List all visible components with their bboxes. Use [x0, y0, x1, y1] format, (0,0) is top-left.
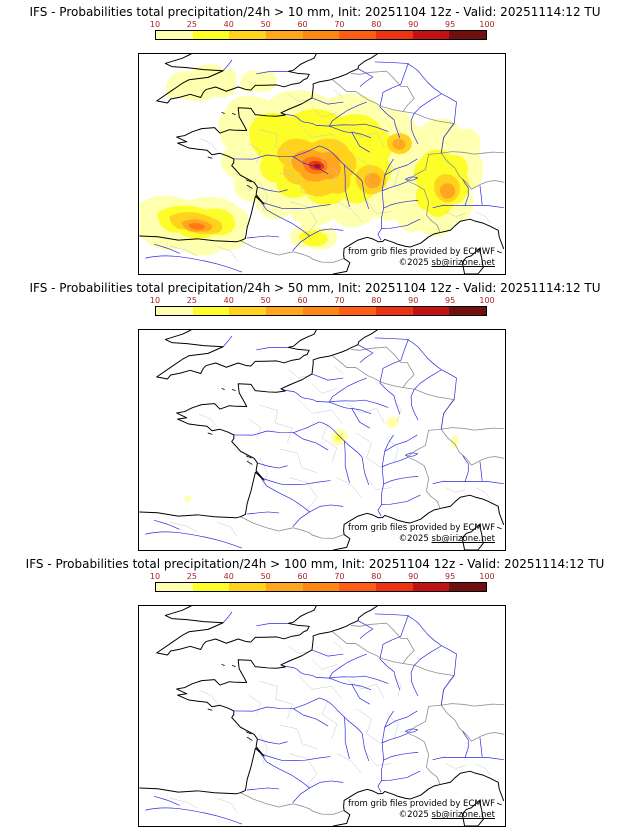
scale-color-bar: [155, 30, 487, 40]
map-title-50mm: IFS - Probabilities total precipitation/…: [29, 281, 601, 295]
scale-tick-label: 70: [334, 296, 345, 305]
scale-tick-label: 90: [408, 20, 419, 29]
credit-year: ©2025: [398, 534, 429, 544]
scale-tick-label: 50: [260, 20, 271, 29]
scale-color-segment: [156, 583, 193, 591]
scale-tick-label: 100: [479, 572, 495, 581]
credit-provider: from grib files provided by ECMWF: [348, 799, 495, 809]
probability-color-scale: 10 25 40 50 60 70 80 90 95 100: [150, 572, 495, 593]
map-50mm: from grib files provided by ECMWF ©2025 …: [138, 329, 506, 551]
probability-color-scale: 10 25 40 50 60 70 80 90 95 100: [150, 20, 495, 41]
scale-tick-label: 50: [260, 296, 271, 305]
scale-tick-label: 10: [149, 572, 161, 581]
scale-tick-label: 50: [260, 572, 271, 581]
map-100mm: from grib files provided by ECMWF ©2025 …: [138, 605, 506, 827]
credit-provider: from grib files provided by ECMWF: [348, 247, 495, 257]
scale-color-segment: [412, 583, 450, 591]
credit-year: ©2025: [398, 258, 429, 268]
scale-tick-label: 95: [445, 572, 456, 581]
scale-tick-label: 80: [371, 572, 382, 581]
map-credits: from grib files provided by ECMWF ©2025 …: [348, 799, 495, 821]
scale-tick-label: 70: [334, 20, 345, 29]
credit-email-link[interactable]: sb@irizone.net: [431, 258, 495, 268]
map-10mm: from grib files provided by ECMWF ©2025 …: [138, 53, 506, 275]
panel-precip-50mm: IFS - Probabilities total precipitation/…: [0, 276, 630, 552]
scale-tick-label: 25: [186, 296, 197, 305]
scale-color-segment: [449, 307, 487, 315]
scale-tick-label: 40: [223, 572, 234, 581]
scale-tick-label: 100: [479, 296, 495, 305]
scale-tick-label: 40: [223, 296, 234, 305]
basemap-use: [139, 330, 505, 550]
scale-color-segment: [156, 307, 193, 315]
scale-color-bar: [155, 306, 487, 316]
map-title-10mm: IFS - Probabilities total precipitation/…: [29, 5, 601, 19]
credit-copyright-line: ©2025 sb@irizone.net: [348, 534, 495, 545]
scale-color-segment: [339, 31, 377, 39]
credit-email-link[interactable]: sb@irizone.net: [431, 534, 495, 544]
scale-color-segment: [266, 583, 303, 591]
scale-color-segment: [229, 307, 267, 315]
scale-labels-row: 10 25 40 50 60 70 80 90 95 100: [150, 20, 495, 29]
scale-color-segment: [376, 31, 413, 39]
scale-tick-label: 80: [371, 296, 382, 305]
scale-tick-label: 90: [408, 572, 419, 581]
scale-tick-label: 10: [149, 296, 161, 305]
map-credits: from grib files provided by ECMWF ©2025 …: [348, 523, 495, 545]
scale-color-segment: [302, 31, 340, 39]
credit-email-link[interactable]: sb@irizone.net: [431, 810, 495, 820]
scale-tick-label: 40: [223, 20, 234, 29]
scale-color-segment: [192, 31, 230, 39]
scale-color-segment: [229, 31, 267, 39]
precipitation-overlay-10mm: [139, 64, 484, 256]
credit-year: ©2025: [398, 810, 429, 820]
scale-tick-label: 95: [445, 20, 456, 29]
map-svg-50mm: [139, 330, 505, 550]
scale-color-segment: [376, 307, 413, 315]
scale-tick-label: 60: [297, 572, 308, 581]
credit-copyright-line: ©2025 sb@irizone.net: [348, 258, 495, 269]
scale-color-segment: [412, 307, 450, 315]
scale-color-segment: [412, 31, 450, 39]
scale-color-segment: [302, 307, 340, 315]
scale-color-segment: [229, 583, 267, 591]
scale-tick-label: 70: [334, 572, 345, 581]
scale-color-segment: [339, 307, 377, 315]
map-svg-10mm: [139, 54, 505, 274]
panel-precip-10mm: IFS - Probabilities total precipitation/…: [0, 0, 630, 276]
map-svg-100mm: [139, 606, 505, 826]
scale-tick-label: 60: [297, 20, 308, 29]
scale-tick-label: 80: [371, 20, 382, 29]
precipitation-overlay-50mm: [183, 416, 459, 502]
basemap-use: [139, 606, 505, 826]
scale-tick-label: 60: [297, 296, 308, 305]
scale-color-segment: [156, 31, 193, 39]
credit-provider: from grib files provided by ECMWF: [348, 523, 495, 533]
scale-color-segment: [376, 583, 413, 591]
scale-tick-label: 25: [186, 572, 197, 581]
scale-tick-label: 90: [408, 296, 419, 305]
scale-tick-label: 25: [186, 20, 197, 29]
scale-tick-label: 100: [479, 20, 495, 29]
scale-color-segment: [449, 583, 487, 591]
scale-tick-label: 10: [149, 20, 161, 29]
scale-color-segment: [449, 31, 487, 39]
scale-labels-row: 10 25 40 50 60 70 80 90 95 100: [150, 296, 495, 305]
scale-color-segment: [302, 583, 340, 591]
probability-color-scale: 10 25 40 50 60 70 80 90 95 100: [150, 296, 495, 317]
credit-copyright-line: ©2025 sb@irizone.net: [348, 810, 495, 821]
scale-labels-row: 10 25 40 50 60 70 80 90 95 100: [150, 572, 495, 581]
scale-color-segment: [339, 583, 377, 591]
map-title-100mm: IFS - Probabilities total precipitation/…: [25, 557, 605, 571]
scale-color-bar: [155, 582, 487, 592]
scale-color-segment: [192, 583, 230, 591]
map-credits: from grib files provided by ECMWF ©2025 …: [348, 247, 495, 269]
panel-precip-100mm: IFS - Probabilities total precipitation/…: [0, 552, 630, 828]
scale-color-segment: [266, 31, 303, 39]
scale-tick-label: 95: [445, 296, 456, 305]
scale-color-segment: [266, 307, 303, 315]
scale-color-segment: [192, 307, 230, 315]
